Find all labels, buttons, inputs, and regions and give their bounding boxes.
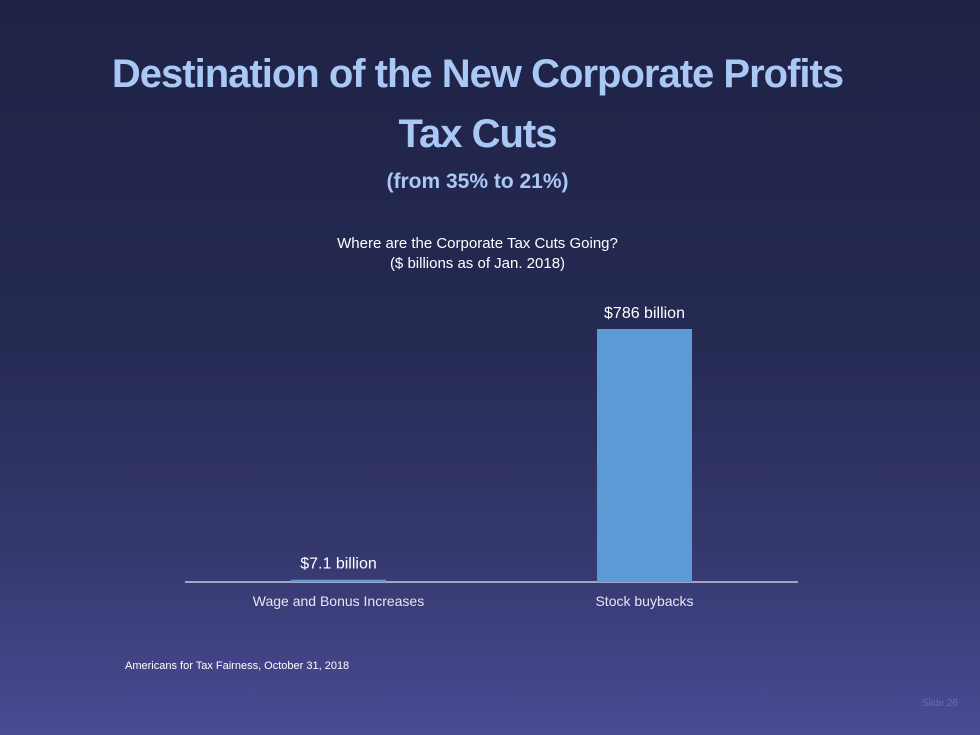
x-tick-label: Stock buybacks	[595, 593, 693, 609]
slide-number: Slide 26	[921, 698, 958, 709]
slide-title-line1: Destination of the New Corporate Profits	[111, 52, 844, 96]
data-label: $786 billion	[604, 305, 685, 322]
source-note: Americans for Tax Fairness, October 31, …	[125, 660, 350, 672]
chart-title: Where are the Corporate Tax Cuts Going?	[337, 235, 618, 252]
x-tick-label: Wage and Bonus Increases	[253, 593, 424, 609]
slide-title-line2: Tax Cuts	[398, 112, 558, 156]
bar-1	[597, 329, 692, 582]
slide-subtitle: (from 35% to 21%)	[386, 170, 569, 193]
bar-0	[291, 579, 386, 582]
chart-subtitle: ($ billions as of Jan. 2018)	[389, 255, 566, 272]
data-label: $7.1 billion	[300, 556, 377, 573]
